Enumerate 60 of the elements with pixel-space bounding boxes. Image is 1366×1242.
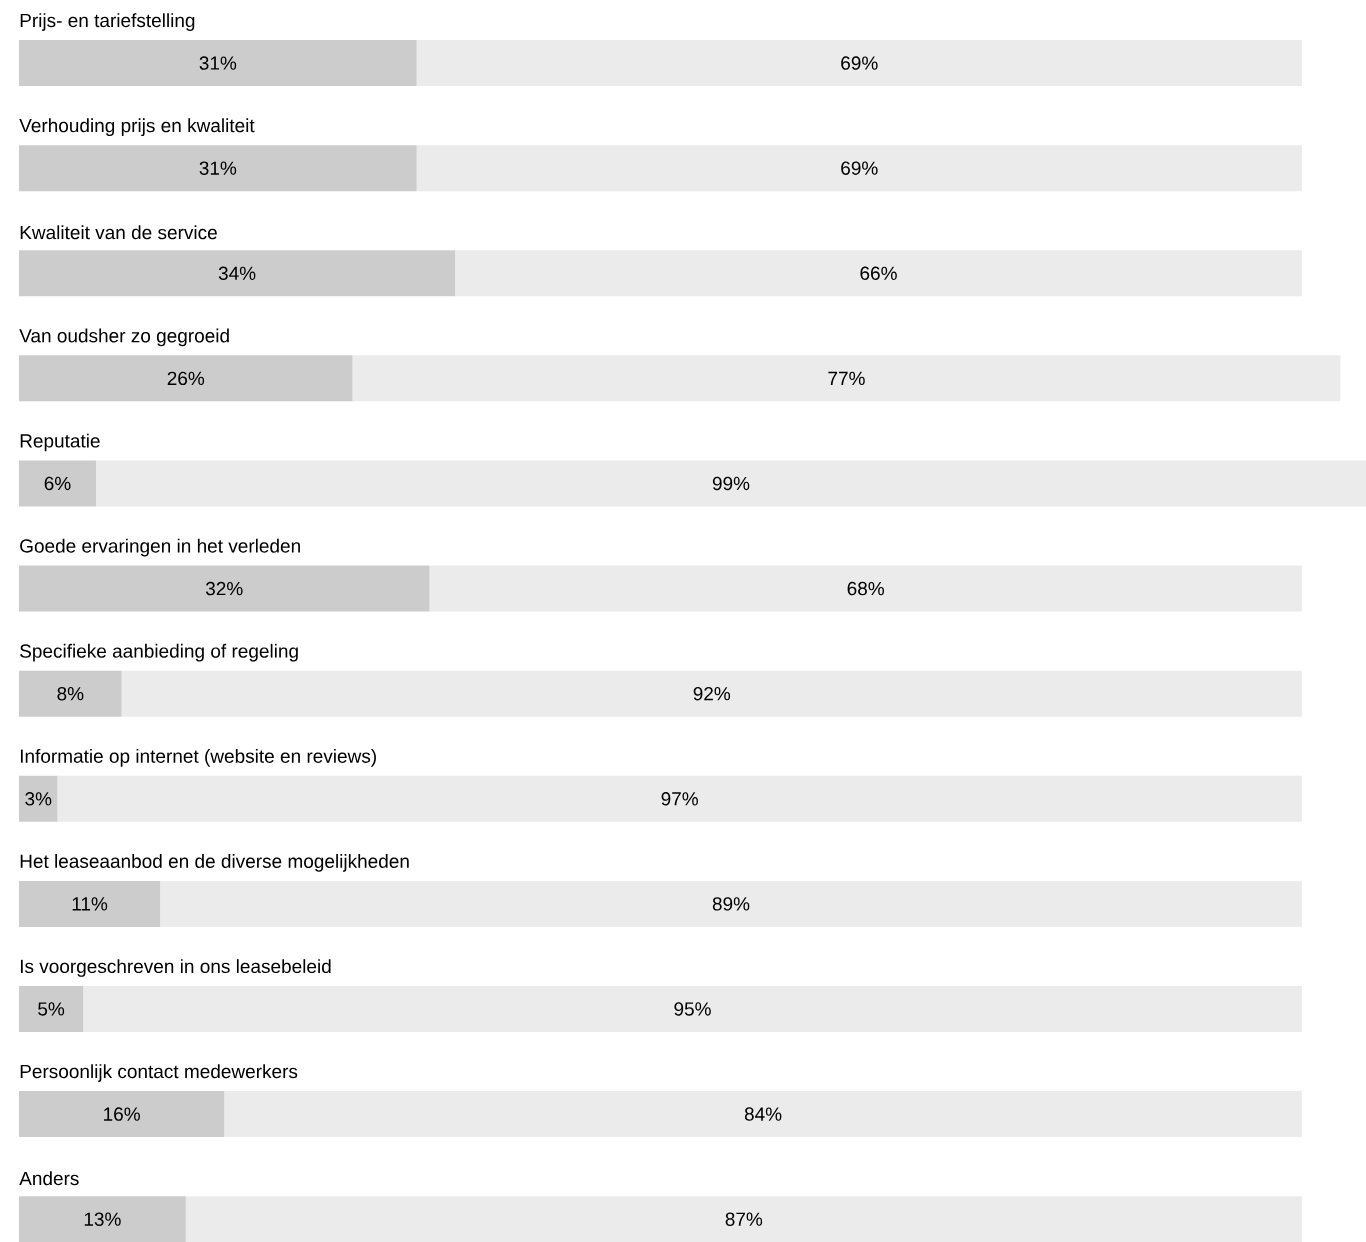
y-tick-label: Specifieke aanbieding of regeling bbox=[20, 643, 298, 662]
bar bbox=[416, 145, 1302, 192]
bar bbox=[19, 880, 161, 927]
bar bbox=[57, 775, 1302, 822]
data-label: 99% bbox=[712, 476, 750, 491]
data-label: 95% bbox=[674, 1002, 711, 1016]
data-label: 31% bbox=[199, 56, 237, 70]
data-label: 84% bbox=[744, 1107, 782, 1121]
bar bbox=[160, 880, 1302, 927]
bar bbox=[19, 985, 84, 1032]
data-label: 26% bbox=[167, 371, 205, 385]
bar bbox=[19, 565, 430, 612]
data-label: 66% bbox=[860, 266, 897, 280]
data-label: 31% bbox=[199, 161, 237, 175]
bar bbox=[19, 460, 96, 507]
data-label: 3% bbox=[25, 791, 52, 806]
bar bbox=[224, 1090, 1302, 1137]
bar bbox=[185, 1196, 1302, 1242]
data-label: 69% bbox=[841, 161, 878, 175]
y-tick-label: Informatie op internet (website en reviews) bbox=[20, 748, 376, 767]
y-tick-label: Reputatie bbox=[20, 433, 100, 452]
y-tick-label: Is voorgeschreven in ons leasebeleid bbox=[20, 959, 331, 977]
data-label: 69% bbox=[841, 56, 878, 70]
bar bbox=[19, 775, 58, 822]
data-label: 92% bbox=[693, 686, 731, 701]
data-label: 5% bbox=[38, 1002, 65, 1016]
y-tick-label: Prijs- en tariefstelling bbox=[20, 13, 195, 31]
y-tick-label: Persoonlijk contact medewerkers bbox=[20, 1064, 298, 1082]
data-label: 16% bbox=[104, 1107, 140, 1121]
data-label: 8% bbox=[57, 686, 84, 701]
bar bbox=[19, 1090, 225, 1137]
data-label: 34% bbox=[218, 266, 256, 280]
data-label: 68% bbox=[847, 581, 885, 596]
bar bbox=[19, 355, 353, 402]
bar bbox=[19, 39, 417, 86]
data-label: 13% bbox=[84, 1212, 121, 1226]
bar bbox=[455, 250, 1302, 297]
bar bbox=[83, 985, 1302, 1032]
y-tick-label: Van oudsher zo gegroeid bbox=[19, 328, 229, 347]
bar bbox=[429, 565, 1302, 612]
bar bbox=[352, 355, 1341, 402]
data-label: 6% bbox=[44, 476, 71, 491]
y-tick-label: Kwaliteit van de service bbox=[20, 225, 217, 240]
data-label: 77% bbox=[828, 371, 865, 385]
data-label: 97% bbox=[661, 791, 699, 806]
data-label: 89% bbox=[712, 897, 750, 911]
y-tick-label: Goede ervaringen in het verleden bbox=[20, 538, 300, 557]
bar bbox=[416, 39, 1302, 86]
y-tick-label: Het leaseaanbod en de diverse mogelijkheden bbox=[20, 853, 409, 872]
data-label: 11% bbox=[72, 897, 108, 911]
data-label: 32% bbox=[205, 581, 243, 596]
y-tick-label: Anders bbox=[19, 1171, 79, 1186]
data-label: 87% bbox=[725, 1212, 763, 1226]
bar bbox=[19, 1196, 186, 1242]
y-tick-label: Verhouding prijs en kwaliteit bbox=[19, 118, 255, 136]
bar bbox=[19, 670, 122, 717]
bar bbox=[19, 250, 456, 297]
bar bbox=[19, 145, 417, 192]
bar bbox=[121, 670, 1302, 717]
bar bbox=[95, 460, 1366, 507]
